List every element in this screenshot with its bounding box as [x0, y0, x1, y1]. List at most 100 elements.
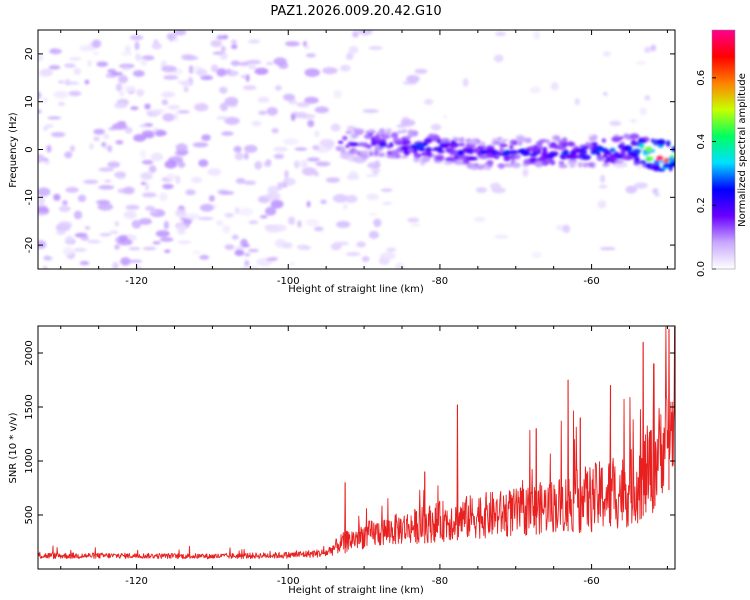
spectrogram-band-cell: [422, 142, 428, 146]
spectrogram-band-cell: [633, 156, 640, 163]
spectrogram-noise-cell: [166, 32, 177, 41]
spectrogram-band-cell: [547, 153, 558, 157]
spectrogram-noise-cell: [118, 74, 129, 84]
spectrogram-noise-cell: [644, 95, 651, 101]
spectrogram-noise-cell: [185, 189, 196, 196]
spectrogram-noise-cell: [315, 161, 331, 167]
spectrogram-noise-cell: [125, 204, 140, 210]
spectrogram-noise-cell: [221, 131, 234, 136]
spectrogram-noise-cell: [65, 235, 74, 244]
spectrogram-noise-cell: [84, 79, 90, 85]
spectrogram-band-cell: [445, 157, 452, 162]
spectrogram-noise-cell: [109, 230, 119, 235]
spectrogram-noise-cell: [192, 250, 201, 255]
spectrogram-noise-cell: [368, 46, 383, 50]
spectrogram-noise-cell: [58, 205, 71, 212]
spectrogram-noise-cell: [336, 220, 351, 228]
spectrogram-noise-cell: [533, 31, 541, 40]
spectrogram-noise-cell: [231, 39, 237, 46]
spectrogram-noise-cell: [64, 151, 73, 159]
spectrogram-noise-cell: [200, 75, 213, 81]
spectrogram-noise-cell: [494, 234, 509, 239]
spectrogram-band-cell: [378, 141, 387, 148]
spectrogram-band-cell: [497, 151, 502, 157]
spectrogram-band-cell: [512, 162, 521, 169]
spectrogram-noise-cell: [462, 78, 469, 87]
spectrogram-noise-cell: [142, 192, 157, 198]
spectrogram-noise-cell: [366, 193, 380, 201]
spectrogram-band-cell: [587, 162, 595, 168]
spectrogram-noise-cell: [160, 91, 176, 98]
spectrogram-noise-cell: [248, 220, 259, 225]
spectrogram-noise-cell: [161, 65, 177, 73]
spectrogram-band-cell: [498, 143, 508, 148]
spectrogram-band-cell: [457, 149, 465, 156]
spectrogram-noise-cell: [192, 142, 209, 148]
snr-ytick-label: 1500: [24, 394, 35, 419]
snr-xtick-label: -60: [583, 576, 599, 587]
spectrogram-band-cell: [401, 129, 407, 134]
spectrogram-band-cell: [520, 150, 531, 156]
spectrogram-noise-cell: [219, 52, 228, 60]
spectrogram-noise-cell: [114, 244, 120, 250]
spectrogram-band-cell: [499, 147, 504, 153]
spectrogram-noise-cell: [333, 89, 342, 99]
spectrogram-noise-cell: [112, 261, 119, 269]
spectrogram-noise-cell: [555, 224, 565, 231]
spectrogram-band-cell: [412, 148, 418, 154]
spectrogram-noise-cell: [107, 145, 113, 153]
spectrogram-band-cell: [423, 137, 433, 144]
spectrogram-noise-cell: [282, 177, 296, 186]
spectrogram-noise-cell: [305, 219, 320, 227]
spectrogram-noise-cell: [101, 142, 107, 147]
spectrogram-noise-cell: [113, 102, 128, 109]
spectrogram-noise-cell: [144, 103, 151, 110]
spectrogram-noise-cell: [234, 152, 244, 161]
spectrogram-noise-cell: [39, 70, 53, 77]
spectrogram-noise-cell: [162, 183, 174, 190]
spectrogram-noise-cell: [182, 55, 199, 61]
spectrogram-noise-cell: [73, 247, 87, 252]
snr-xtick-label: -120: [125, 576, 148, 587]
spectrogram-band-cell: [497, 136, 503, 141]
spectrogram-band-cell: [441, 142, 450, 149]
spectrogram-noise-cell: [340, 64, 351, 72]
spectrogram-noise-cell: [102, 133, 110, 140]
spectrogram-noise-cell: [251, 120, 262, 127]
spectrogram-noise-cell: [634, 182, 648, 189]
spectrogram-noise-cell: [118, 91, 125, 97]
spectrogram-noise-cell: [162, 113, 175, 122]
spectrogram-noise-cell: [175, 223, 187, 232]
spectrogram-band-cell: [417, 147, 426, 152]
spectrogram-noise-cell: [151, 42, 162, 50]
spectrogram-noise-cell: [38, 240, 47, 250]
colorbar-fill: [712, 30, 735, 269]
spectrogram-noise-cell: [135, 264, 142, 269]
spectrogram-noise-cell: [639, 107, 647, 116]
spectrogram-band-cell: [553, 136, 560, 140]
spectrogram-band-cell: [468, 139, 478, 145]
spectrogram-noise-cell: [306, 200, 311, 208]
spectrogram-heatmap: [38, 30, 675, 269]
spectrogram-noise-cell: [270, 199, 284, 209]
spectrogram-band-cell: [368, 128, 375, 133]
spectrogram-xtick-label: -80: [432, 276, 448, 287]
spectrogram-band-cell: [629, 133, 640, 140]
spectrogram-band-cell: [542, 146, 548, 154]
spectrogram-noise-cell: [149, 210, 158, 214]
spectrogram-noise-cell: [199, 254, 210, 260]
spectrogram-band-cell: [466, 147, 475, 155]
spectrogram-band-cell: [362, 150, 370, 155]
spectrogram-band-cell: [412, 130, 419, 137]
spectrogram-noise-cell: [175, 143, 188, 152]
spectrogram-band-cell: [361, 153, 370, 160]
spectrogram-noise-cell: [380, 188, 393, 192]
spectrogram-band-cell: [459, 136, 465, 144]
spectrogram-noise-cell: [226, 68, 232, 75]
spectrogram-band-cell: [509, 144, 514, 150]
spectrogram-band-cell: [479, 141, 486, 147]
spectrogram-noise-cell: [124, 126, 133, 134]
spectrogram-band-cell: [585, 142, 590, 146]
spectrogram-noise-cell: [362, 109, 379, 113]
